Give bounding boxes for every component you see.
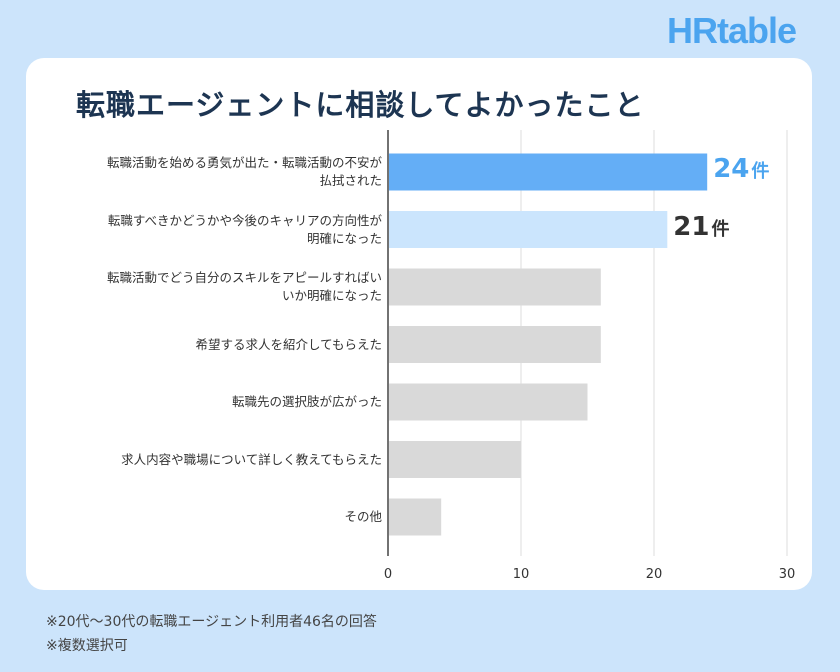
category-label: 希望する求人を紹介してもらえた — [32, 336, 382, 354]
category-label-line: 希望する求人を紹介してもらえた — [195, 336, 382, 352]
bar — [389, 153, 708, 191]
bar — [389, 211, 668, 248]
data-label-value: 21 — [673, 211, 710, 242]
category-label: 転職活動を始める勇気が出た・転職活動の不安が払拭された — [32, 154, 382, 190]
data-label: 21 件 — [673, 212, 729, 242]
data-label-value: 24 — [713, 154, 750, 184]
bar — [389, 383, 588, 421]
data-label-unit: 件 — [711, 218, 730, 240]
category-label: 求人内容や職場について詳しく教えてもらえた — [32, 451, 382, 469]
category-label-line: 明確になった — [306, 230, 382, 246]
x-tick-label: 10 — [513, 567, 530, 582]
footnotes: ※20代〜30代の転職エージェント利用者46名の回答 ※複数選択可 — [46, 610, 377, 658]
category-label-line: 転職すべきかどうかや今後のキャリアの方向性が — [107, 212, 382, 228]
footnote-multiple-choice: ※複数選択可 — [46, 638, 128, 654]
footnote-respondents: ※20代〜30代の転職エージェント利用者46名の回答 — [46, 614, 377, 630]
category-label: その他 — [32, 508, 382, 526]
category-label: 転職すべきかどうかや今後のキャリアの方向性が明確になった — [32, 212, 382, 248]
category-label-line: その他 — [344, 509, 382, 524]
x-tick-label: 30 — [779, 567, 796, 582]
bar — [389, 498, 442, 536]
chart-title: 転職エージェントに相談してよかったこと — [76, 88, 645, 122]
category-label-line: いか明確になった — [281, 288, 382, 303]
hrtable-logo: HRtable — [666, 10, 797, 51]
data-label: 24 件 — [713, 154, 769, 184]
category-label-line: 転職活動でどう自分のスキルをアピールすればい — [106, 270, 382, 285]
category-label-line: 求人内容や職場について詳しく教えてもらえた — [121, 451, 382, 467]
category-label: 転職先の選択肢が広がった — [32, 393, 382, 411]
x-tick-label: 20 — [646, 567, 663, 582]
bar — [389, 441, 521, 478]
category-label-line: 転職活動を始める勇気が出た・転職活動の不安が — [106, 155, 382, 170]
category-label-line: 転職先の選択肢が広がった — [231, 394, 382, 409]
bar — [389, 268, 601, 306]
x-tick-label: 0 — [384, 567, 392, 582]
bar — [389, 326, 601, 363]
data-label-unit: 件 — [751, 161, 770, 182]
category-label-line: 払拭された — [319, 173, 382, 188]
category-label: 転職活動でどう自分のスキルをアピールすればいいか明確になった — [32, 269, 382, 305]
